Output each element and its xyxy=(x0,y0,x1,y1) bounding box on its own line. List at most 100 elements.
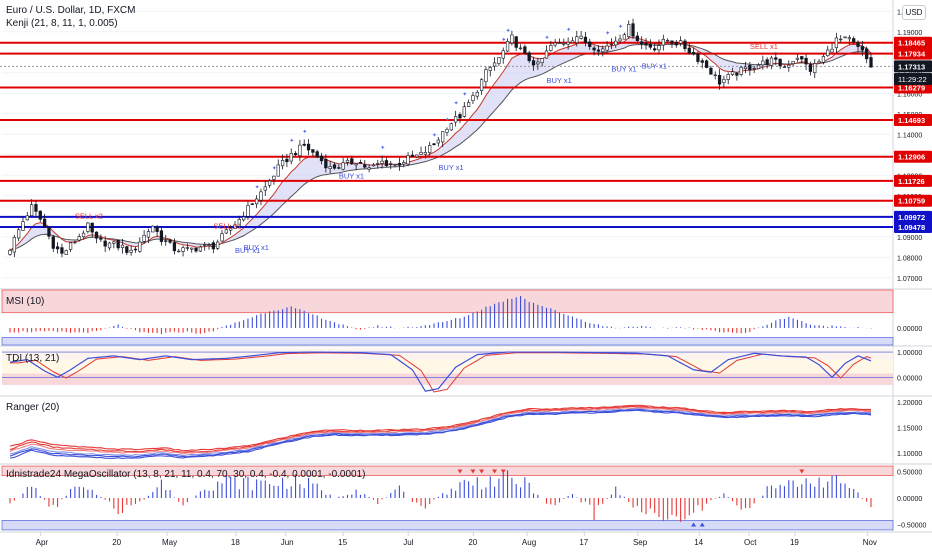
price-candle xyxy=(358,159,363,164)
price-candle xyxy=(233,221,237,229)
megaosc-buy-triangle xyxy=(691,522,697,527)
price-candle xyxy=(691,47,696,56)
price-candle xyxy=(328,160,332,174)
candle-body xyxy=(207,244,211,246)
price-candle xyxy=(631,18,635,39)
price-candle xyxy=(678,36,683,47)
currency-button[interactable]: USD xyxy=(902,5,926,20)
candle-body xyxy=(203,244,207,246)
price-candle xyxy=(354,163,358,171)
price-candle xyxy=(618,34,622,44)
price-candle xyxy=(536,57,540,70)
candle-body xyxy=(116,239,120,249)
candle-body xyxy=(34,204,38,212)
price-candle xyxy=(596,45,601,56)
candle-body xyxy=(795,57,800,60)
msi-tick-label: 0.00000 xyxy=(897,326,922,333)
candle-body xyxy=(713,74,717,76)
price-candle xyxy=(674,40,678,48)
signal-star: ✦ xyxy=(255,184,260,191)
candle-body xyxy=(562,43,566,45)
price-candle xyxy=(549,40,553,52)
price-candle xyxy=(90,222,94,238)
price-candle xyxy=(103,236,107,253)
candle-body xyxy=(289,153,293,162)
price-candle xyxy=(406,152,410,167)
tdi-pane-label[interactable]: TDI (13, 21) xyxy=(6,353,60,364)
candle-body xyxy=(406,155,410,165)
candle-body xyxy=(609,43,614,46)
price-level-badge xyxy=(894,114,932,127)
ranger-pane-label[interactable]: Ranger (20) xyxy=(6,402,60,413)
candle-body xyxy=(501,50,505,59)
price-candle xyxy=(605,40,609,53)
price-candle xyxy=(138,237,142,253)
candle-body xyxy=(735,72,739,76)
price-candle xyxy=(8,248,12,256)
trade-annotation: BUY x1 xyxy=(642,62,667,71)
price-candle xyxy=(224,227,228,234)
price-candle xyxy=(782,65,787,69)
x-tick-label: Jun xyxy=(281,538,294,547)
candle-body xyxy=(285,158,289,163)
candle-body xyxy=(635,35,639,41)
candle-body xyxy=(242,216,246,221)
msi-pane-label[interactable]: MSI (10) xyxy=(6,296,45,307)
candle-body xyxy=(272,175,276,180)
megaosc-pane-label[interactable]: Idnistrade24 MegaOscillator (13, 8, 21, … xyxy=(6,469,366,480)
candle-body xyxy=(479,79,484,91)
price-candle xyxy=(64,249,68,255)
price-level-label: 1.10759 xyxy=(898,197,925,206)
candle-body xyxy=(544,50,549,59)
candle-body xyxy=(622,34,627,40)
price-candle xyxy=(181,245,185,257)
price-candle xyxy=(133,246,138,253)
price-candle xyxy=(125,246,129,256)
ranger-band-line xyxy=(9,408,872,457)
candle-body xyxy=(354,163,358,166)
candle-body xyxy=(181,247,185,252)
megaosc-buy-triangle xyxy=(699,522,705,527)
trade-annotation: BUY x1 xyxy=(547,76,572,85)
price-candle xyxy=(380,155,384,169)
candle-body xyxy=(536,61,540,65)
price-level-badge xyxy=(894,47,932,60)
candle-body xyxy=(505,41,510,52)
price-candle xyxy=(315,149,319,159)
megaosc-sell-triangle xyxy=(799,469,805,474)
candle-body xyxy=(138,241,142,252)
ranger-tick-label: 1.10000 xyxy=(897,451,922,458)
candle-body xyxy=(17,229,21,239)
price-candle xyxy=(68,242,73,253)
price-candle xyxy=(177,248,181,253)
price-candle xyxy=(540,58,544,67)
candle-body xyxy=(774,57,778,60)
price-candle xyxy=(73,240,77,245)
tdi-pane: 0.00000 1.00000 xyxy=(2,348,922,393)
x-tick-label: 20 xyxy=(468,538,477,547)
candle-body xyxy=(384,160,389,166)
price-candle xyxy=(120,238,125,254)
trade-annotation: BUY x1 xyxy=(438,163,463,172)
candle-body xyxy=(817,61,821,64)
price-candle xyxy=(653,43,657,52)
ma-fast-line xyxy=(9,36,872,251)
candle-body xyxy=(704,60,709,68)
candle-body xyxy=(492,62,497,67)
candle-body xyxy=(367,167,371,170)
candle-body xyxy=(484,69,488,82)
symbol-title[interactable]: Euro / U.S. Dollar, 1D, FXCM xyxy=(6,5,136,16)
price-candle xyxy=(717,69,722,90)
candle-body xyxy=(592,47,596,51)
msi-overbought-zone xyxy=(1,289,894,314)
price-candle xyxy=(808,61,813,76)
price-tick-label: 1.16000 xyxy=(897,91,922,98)
price-candle xyxy=(856,40,860,53)
candle-body xyxy=(60,247,64,254)
indicator-label[interactable]: Kenji (21, 8, 11, 1, 0.005) xyxy=(6,18,118,29)
megaosc-sell-triangle xyxy=(470,469,476,474)
price-candle xyxy=(194,247,198,253)
candle-body xyxy=(12,237,16,253)
candle-body xyxy=(782,66,787,68)
